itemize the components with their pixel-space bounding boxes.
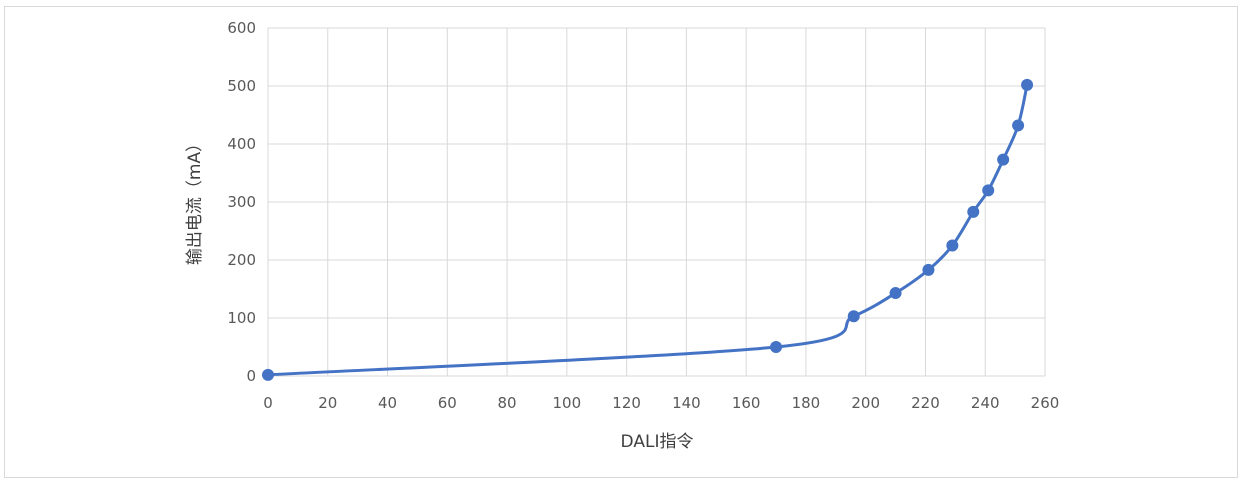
data-point [847,310,860,323]
y-tick-label: 300 [227,193,256,211]
y-tick-label: 500 [227,77,256,95]
data-point [770,341,783,353]
x-tick-label: 20 [318,394,337,412]
data-point [889,287,902,300]
data-point [946,239,959,252]
x-tick-label: 0 [263,394,273,412]
data-point [1012,119,1025,132]
series-layer [262,78,1034,381]
x-tick-label: 100 [553,394,582,412]
y-tick-label: 100 [227,309,256,327]
x-tick-label: 40 [378,394,397,412]
x-tick-label: 140 [672,394,701,412]
y-tick-label: 0 [246,367,256,385]
data-point [922,263,935,276]
y-axis-title: 输出电流（mA） [185,135,205,265]
series-line [266,83,1029,377]
x-tick-label: 60 [438,394,457,412]
data-point [967,205,980,218]
data-point [997,153,1010,166]
x-axis-title: DALI指令 [621,432,694,452]
chart: 0 100 200 300 400 500 600 0 20 40 60 80 100 120 140 16… [185,19,1059,452]
x-tick-label: 160 [732,394,761,412]
data-point [982,184,995,197]
x-tick-label: 240 [971,394,1000,412]
y-tick-label: 600 [227,19,256,37]
x-tick-label: 180 [792,394,821,412]
y-tick-label: 200 [227,251,256,269]
y-axis-ticks: 0 100 200 300 400 500 600 [227,19,256,385]
x-tick-label: 80 [498,394,517,412]
x-tick-label: 260 [1031,394,1060,412]
x-axis-ticks: 0 20 40 60 80 100 120 140 160 180 200 220 240 260 [263,394,1059,412]
data-point [262,368,274,381]
y-tick-label: 400 [227,135,256,153]
gridlines [267,27,1046,377]
data-point [1021,78,1034,91]
x-tick-label: 220 [911,394,940,412]
x-tick-label: 120 [612,394,641,412]
x-tick-label: 200 [851,394,880,412]
